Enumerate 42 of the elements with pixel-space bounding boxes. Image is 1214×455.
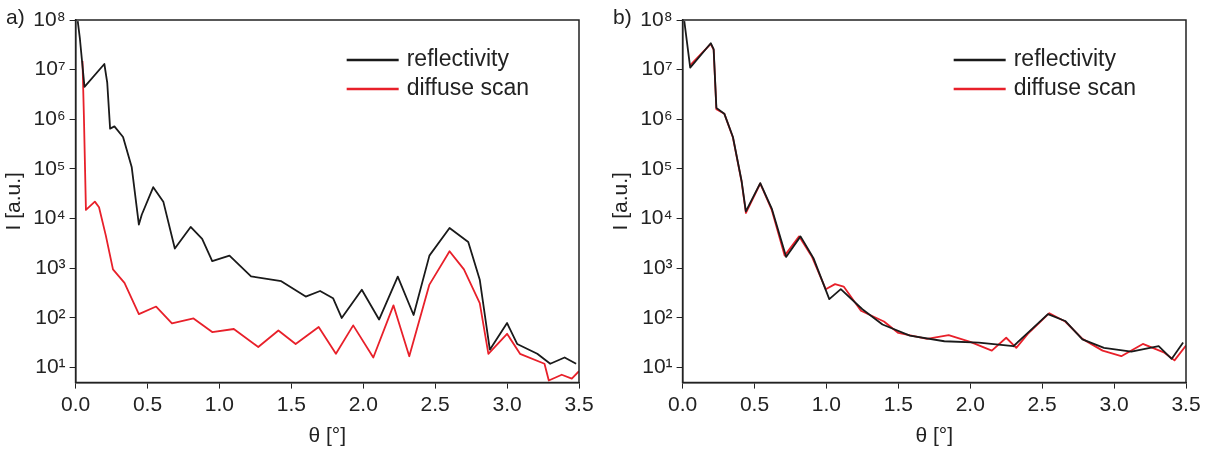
x-tick-label: 3.0 bbox=[1099, 392, 1129, 415]
y-tick-label: 10⁴ bbox=[33, 205, 66, 229]
x-tick-label: 2.5 bbox=[420, 392, 450, 415]
y-tick-label: 10⁸ bbox=[640, 6, 673, 30]
legend-label: reflectivity bbox=[1013, 45, 1117, 72]
x-tick-label: 0.5 bbox=[132, 392, 163, 415]
y-tick-label: 10⁸ bbox=[33, 6, 66, 30]
y-tick-label: 10² bbox=[35, 304, 66, 328]
x-tick-label: 2.0 bbox=[348, 392, 378, 415]
legend-label: diffuse scan bbox=[1013, 74, 1137, 101]
x-tick-label: 1.0 bbox=[204, 392, 235, 415]
y-tick-label: 10⁵ bbox=[33, 155, 66, 179]
x-axis-title: θ [°] bbox=[915, 423, 954, 447]
x-tick-label: 1.0 bbox=[811, 392, 842, 415]
x-tick-label: 2.5 bbox=[1027, 392, 1057, 415]
y-tick-label: 10⁶ bbox=[33, 106, 66, 130]
y-tick-label: 10⁴ bbox=[640, 205, 673, 229]
x-tick-label: 0.0 bbox=[60, 392, 91, 415]
y-tick-label: 10³ bbox=[35, 255, 66, 279]
legend-label: diffuse scan bbox=[406, 74, 530, 101]
chart-title: b) bbox=[613, 5, 632, 29]
chart-title: a) bbox=[6, 5, 25, 29]
y-tick-label: 10¹ bbox=[642, 354, 673, 378]
y-tick-label: 10⁶ bbox=[640, 106, 673, 130]
y-tick-label: 10⁵ bbox=[640, 155, 673, 179]
x-tick-label: 3.5 bbox=[1171, 392, 1201, 415]
x-tick-label: 0.0 bbox=[667, 392, 698, 415]
y-tick-label: 10⁷ bbox=[641, 56, 673, 80]
x-tick-label: 3.5 bbox=[564, 392, 594, 415]
legend-label: reflectivity bbox=[406, 45, 510, 72]
x-tick-label: 1.5 bbox=[883, 392, 913, 415]
x-tick-label: 2.0 bbox=[955, 392, 985, 415]
x-tick-label: 0.5 bbox=[739, 392, 770, 415]
y-axis-title: I [a.u.] bbox=[608, 172, 632, 231]
y-axis-title: I [a.u.] bbox=[1, 172, 25, 231]
y-tick-label: 10³ bbox=[642, 255, 673, 279]
x-tick-label: 3.0 bbox=[492, 392, 522, 415]
y-tick-label: 10¹ bbox=[35, 354, 66, 378]
x-axis-title: θ [°] bbox=[308, 423, 347, 447]
y-tick-label: 10² bbox=[642, 304, 673, 328]
y-tick-label: 10⁷ bbox=[34, 56, 66, 80]
x-tick-label: 1.5 bbox=[276, 392, 306, 415]
